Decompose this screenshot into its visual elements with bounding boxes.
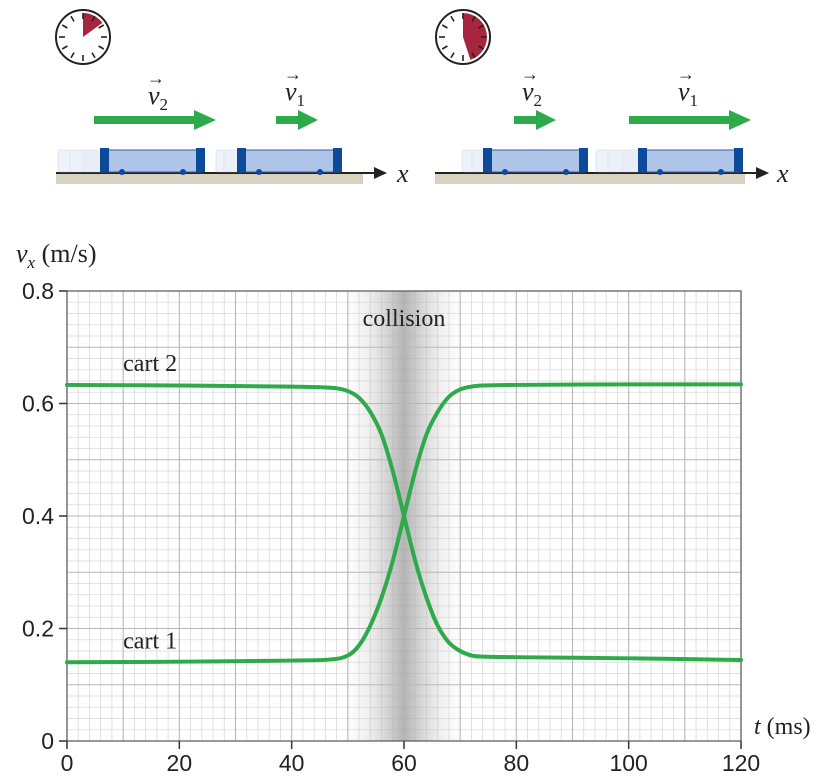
x-axis-label: t (ms) — [754, 714, 811, 740]
stopwatch-icon — [55, 9, 111, 65]
series-line-cart-2 — [65, 382, 743, 662]
v2-vector-arrow-label: → — [521, 64, 539, 84]
y-tick-label: 0.8 — [22, 278, 54, 304]
v1-vector-arrow-label: → — [284, 64, 302, 84]
x-axis-arrowhead — [756, 167, 769, 179]
v2-vector-arrow-label: → — [147, 68, 165, 88]
x-tick-label: 80 — [504, 750, 530, 776]
x-axis-label: x — [396, 159, 409, 188]
cart-1 — [237, 148, 342, 175]
illustration-before: v2 → v1 → x — [55, 9, 409, 188]
cart-2 — [100, 148, 205, 175]
x-tick-label: 0 — [61, 750, 74, 776]
y-tick-label: 0.2 — [22, 616, 54, 642]
clock-tick — [450, 52, 455, 59]
clock-tick — [98, 45, 105, 50]
cart-2 — [483, 148, 588, 175]
clock-tick — [478, 45, 485, 50]
clock-tick — [471, 52, 476, 59]
clock-tick — [478, 24, 485, 29]
series-label-cart-1: cart 1 — [123, 628, 177, 654]
clock-elapsed-wedge — [83, 13, 103, 37]
clock-tick — [70, 15, 75, 22]
clock-tick — [450, 15, 455, 22]
velocity-time-chart: 00.20.40.60.8 0 20 40 60 80 100 120 collision … — [16, 239, 811, 776]
y-tick-label: 0.6 — [22, 391, 54, 417]
clock-tick — [61, 45, 68, 50]
x-tick-label: 40 — [279, 750, 305, 776]
x-tick-label: 100 — [609, 750, 647, 776]
series-line-cart-1 — [65, 382, 743, 665]
v1-label: v1 — [678, 77, 698, 110]
track — [435, 173, 745, 184]
v1-arrow — [276, 110, 318, 130]
x-tick-label: 60 — [391, 750, 417, 776]
clock-tick — [471, 15, 476, 22]
clock-tick — [91, 15, 96, 22]
x-axis-label: x — [776, 159, 789, 188]
illustration-after: v2 → v1 → x — [435, 9, 789, 188]
v2-arrow — [94, 110, 216, 130]
clock-tick — [441, 24, 448, 29]
v1-vector-arrow-label: → — [677, 64, 695, 84]
x-tick-label: 120 — [722, 750, 760, 776]
series-label-cart-2: cart 2 — [123, 351, 177, 377]
v1-label: v1 — [285, 77, 305, 110]
clock-tick — [61, 24, 68, 29]
v1-arrow — [629, 110, 751, 130]
y-axis-label: vx (m/s) — [16, 239, 96, 272]
cart-1 — [638, 148, 743, 175]
v2-arrow — [514, 110, 556, 130]
v2-label: v2 — [148, 81, 168, 114]
clock-tick — [441, 45, 448, 50]
x-axis-arrowhead — [374, 167, 387, 179]
collision-label: collision — [363, 306, 446, 332]
clock-tick — [91, 52, 96, 59]
x-tick-label: 20 — [167, 750, 193, 776]
v2-label: v2 — [522, 77, 542, 110]
y-tick-label: 0.4 — [22, 503, 54, 529]
clock-tick — [70, 52, 75, 59]
track — [56, 173, 363, 184]
y-tick-label: 0 — [41, 728, 54, 754]
stopwatch-icon — [435, 9, 491, 65]
clock-tick — [98, 24, 105, 29]
